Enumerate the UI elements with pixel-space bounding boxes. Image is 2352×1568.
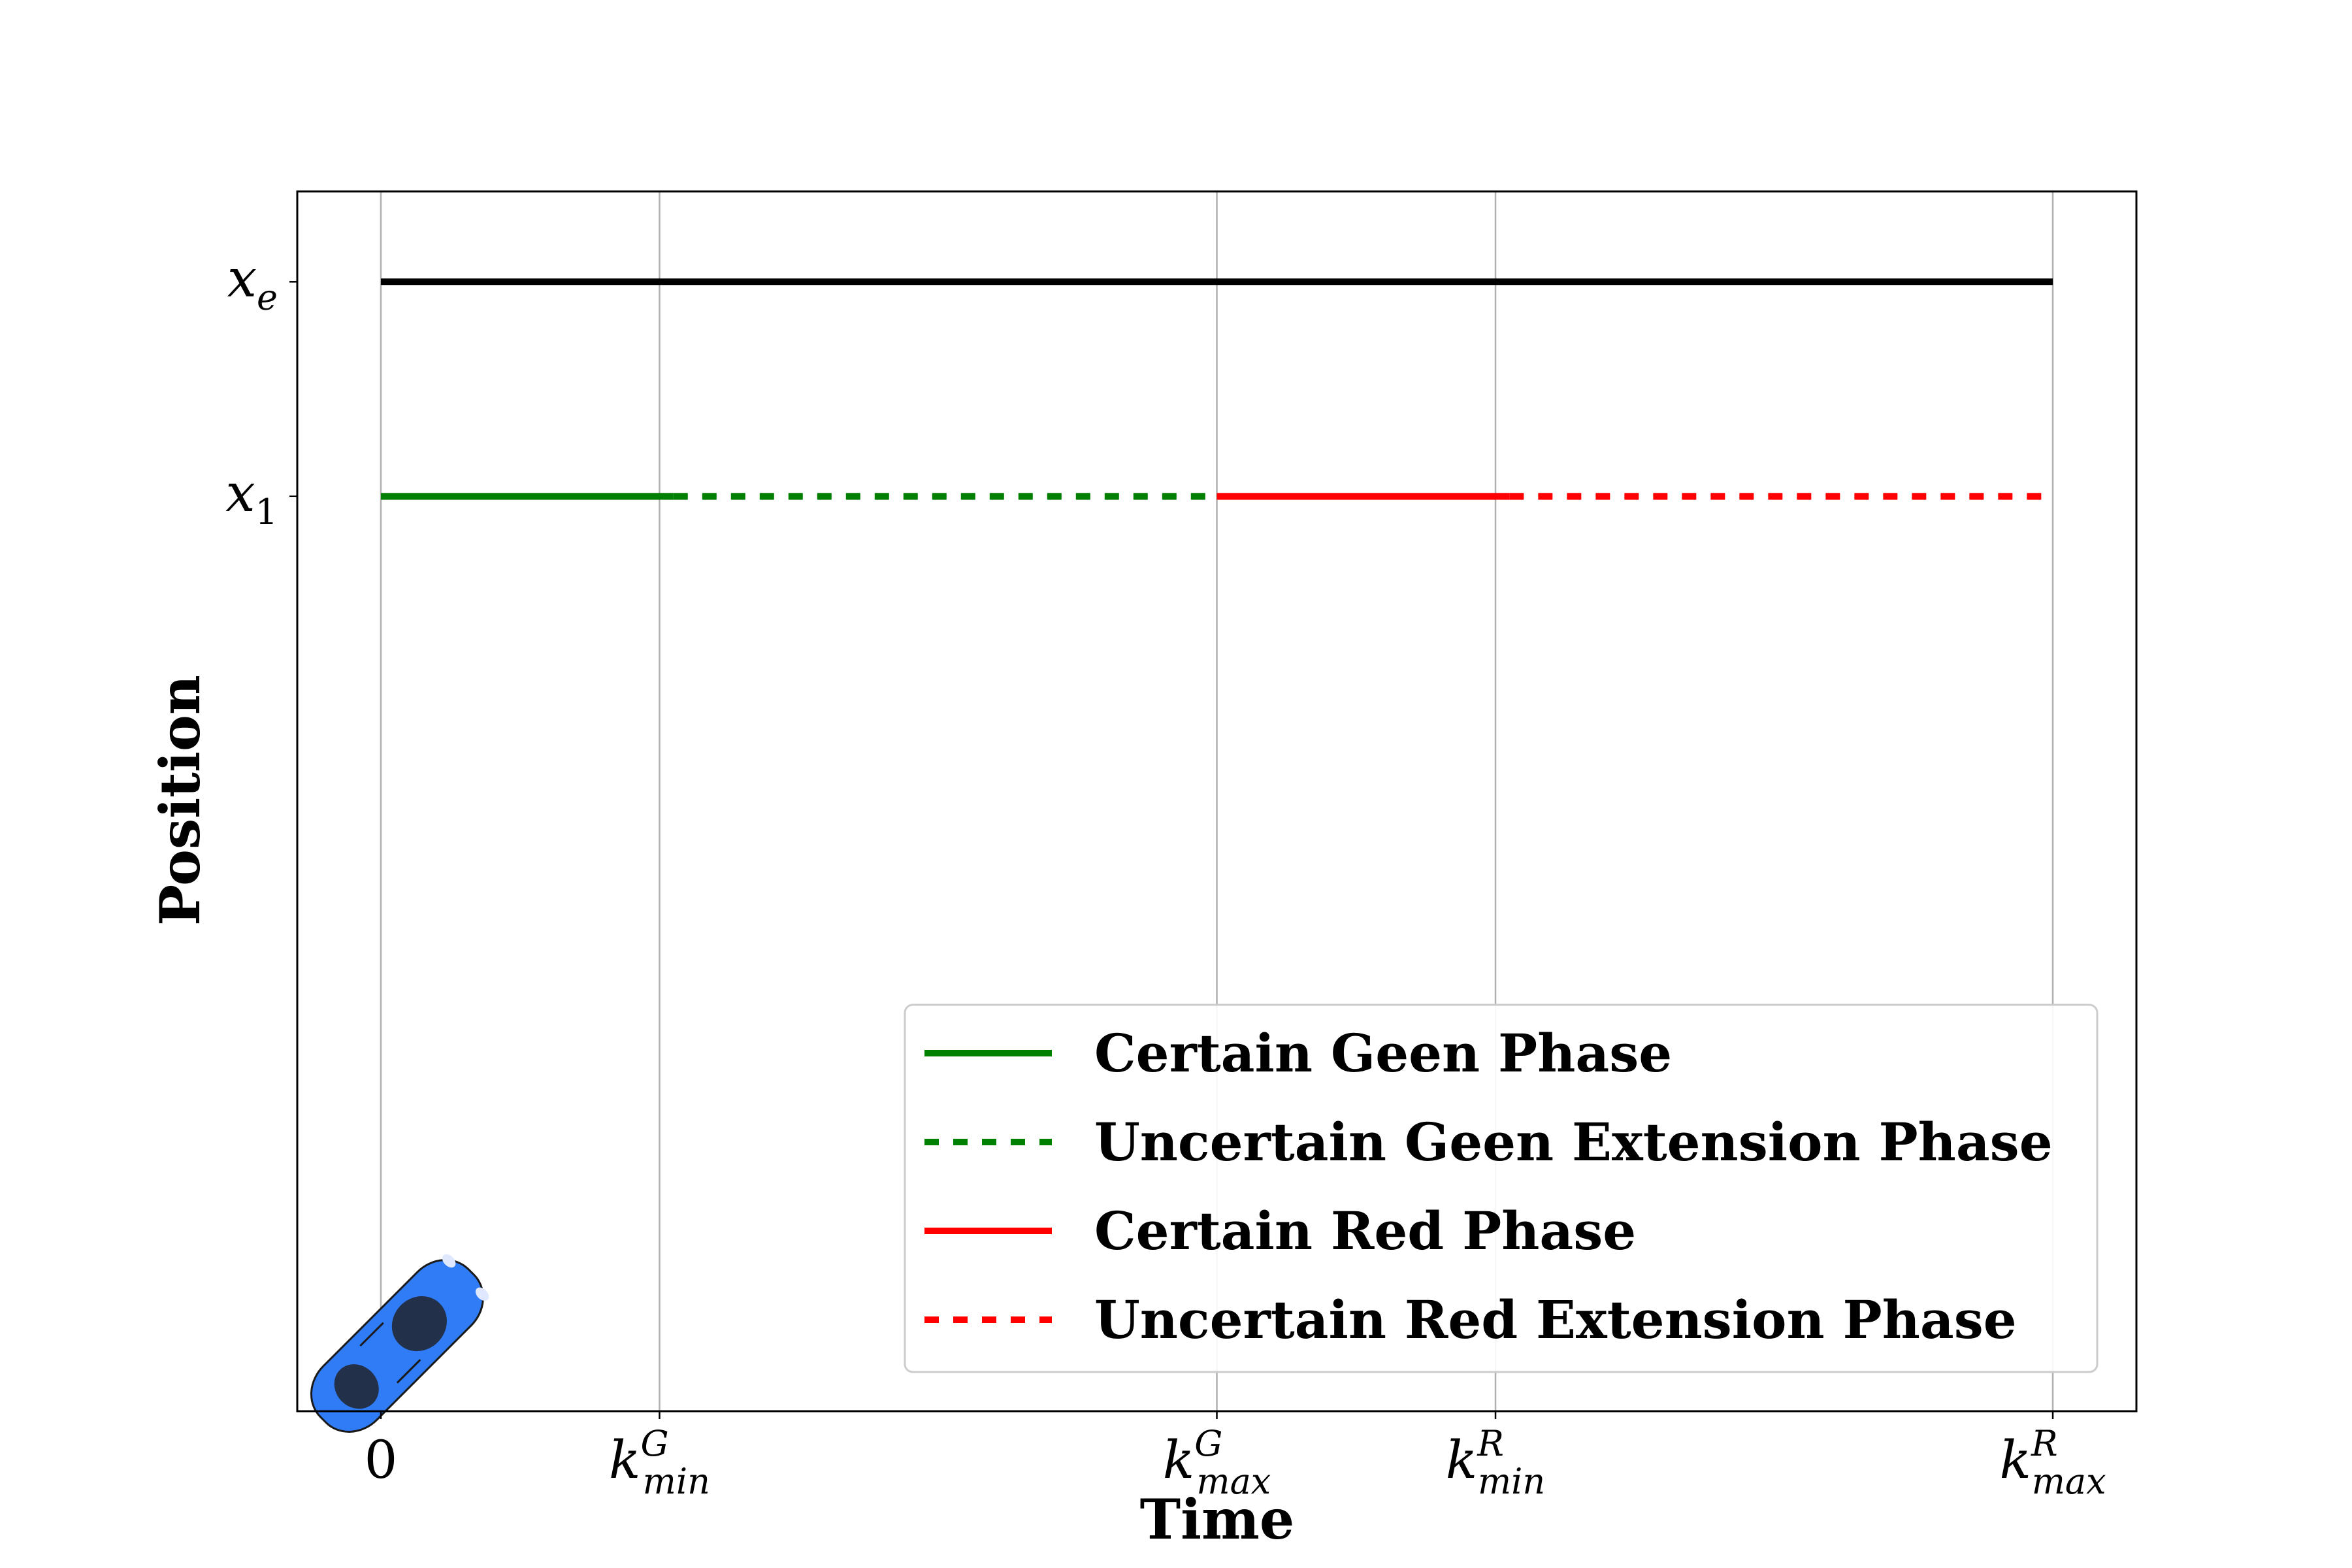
car-door-line-bottom xyxy=(396,1359,421,1384)
car-windshield xyxy=(391,1296,447,1352)
car-headlight-right xyxy=(475,1287,489,1301)
x-axis-ticks: 0 kG min kG max kR min kR max xyxy=(365,1411,2106,1502)
car-door-line-top xyxy=(359,1322,384,1347)
y-tick-label-1: x1 xyxy=(226,463,278,532)
car-icon xyxy=(310,1254,489,1433)
legend-label-0: Certain Geen Phase xyxy=(1094,1022,1672,1084)
y-axis-label: Position xyxy=(148,675,212,926)
x-tick-label-1: kG min xyxy=(609,1423,710,1502)
x-axis-label: Time xyxy=(1140,1487,1295,1552)
plot-series xyxy=(380,278,2053,500)
vehicle-marker xyxy=(310,1254,489,1433)
legend-label-2: Certain Red Phase xyxy=(1094,1200,1636,1262)
legend: Certain Geen Phase Uncertain Geen Extensi… xyxy=(904,1004,2099,1373)
x-tick-label-3: kR min xyxy=(1446,1423,1545,1502)
x-tick-label-2: kG max xyxy=(1163,1423,1271,1502)
car-headlight-left xyxy=(442,1254,456,1268)
legend-label-1: Uncertain Geen Extension Phase xyxy=(1094,1111,2053,1173)
legend-label-3: Uncertain Red Extension Phase xyxy=(1094,1289,2017,1350)
legend-box xyxy=(904,1004,2099,1373)
y-tick-label-0: xe xyxy=(227,248,278,318)
x-tick-label-0: 0 xyxy=(365,1429,398,1490)
y-axis-ticks: xe x1 xyxy=(226,248,297,532)
car-rear-window xyxy=(334,1364,379,1409)
x-tick-label-4: kR max xyxy=(2000,1423,2106,1502)
